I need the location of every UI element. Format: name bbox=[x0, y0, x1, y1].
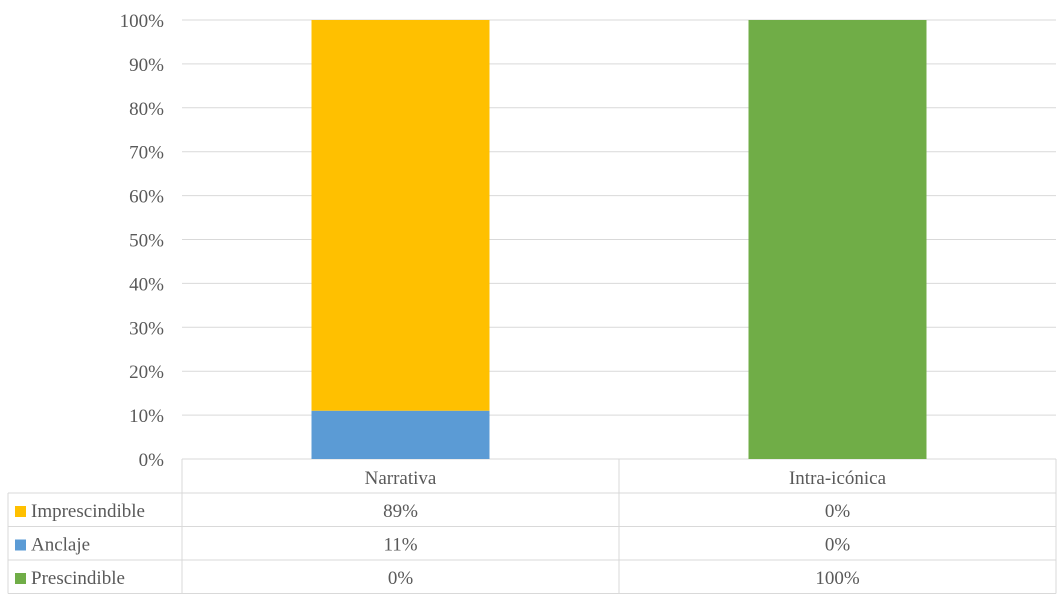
y-axis-tick-labels: 0% 10% 20% 30% 40% 50% 60% 70% 80% 90% 100% bbox=[120, 11, 165, 471]
y-tick-label: 40% bbox=[129, 274, 164, 295]
data-label: 100% bbox=[815, 568, 860, 589]
y-tick-label: 30% bbox=[129, 318, 164, 339]
y-tick-label: 90% bbox=[129, 55, 164, 76]
y-tick-label: 80% bbox=[129, 99, 164, 120]
legend-key-anclaje bbox=[15, 539, 26, 551]
y-tick-label: 10% bbox=[129, 406, 164, 427]
y-tick-label: 20% bbox=[129, 362, 164, 383]
y-tick-label: 50% bbox=[129, 231, 164, 252]
category-label: Narrativa bbox=[365, 468, 437, 489]
bar-imprescindible-1 bbox=[311, 20, 490, 411]
data-label: 0% bbox=[388, 568, 414, 589]
y-tick-label: 70% bbox=[129, 143, 164, 164]
legend-key-prescindible bbox=[15, 573, 26, 584]
legend-label: Anclaje bbox=[31, 535, 90, 556]
legend-label: Prescindible bbox=[31, 568, 125, 589]
legend-key-imprescindible bbox=[15, 506, 26, 517]
y-tick-label: 60% bbox=[129, 187, 164, 208]
y-tick-label: 0% bbox=[139, 450, 165, 471]
data-label: 0% bbox=[825, 535, 851, 556]
data-label: 11% bbox=[383, 535, 417, 556]
data-table: Narrativa Intra-icónica Imprescindible 89% 0… bbox=[7, 459, 1057, 594]
bars bbox=[311, 20, 927, 459]
category-label: Intra-icónica bbox=[789, 468, 887, 489]
data-label: 89% bbox=[383, 501, 418, 522]
data-label: 0% bbox=[825, 501, 851, 522]
y-tick-label: 100% bbox=[120, 11, 165, 32]
bar-prescindible-2 bbox=[748, 20, 927, 459]
legend-label: Imprescindible bbox=[31, 501, 145, 522]
bar-anclaje-1 bbox=[311, 410, 490, 459]
